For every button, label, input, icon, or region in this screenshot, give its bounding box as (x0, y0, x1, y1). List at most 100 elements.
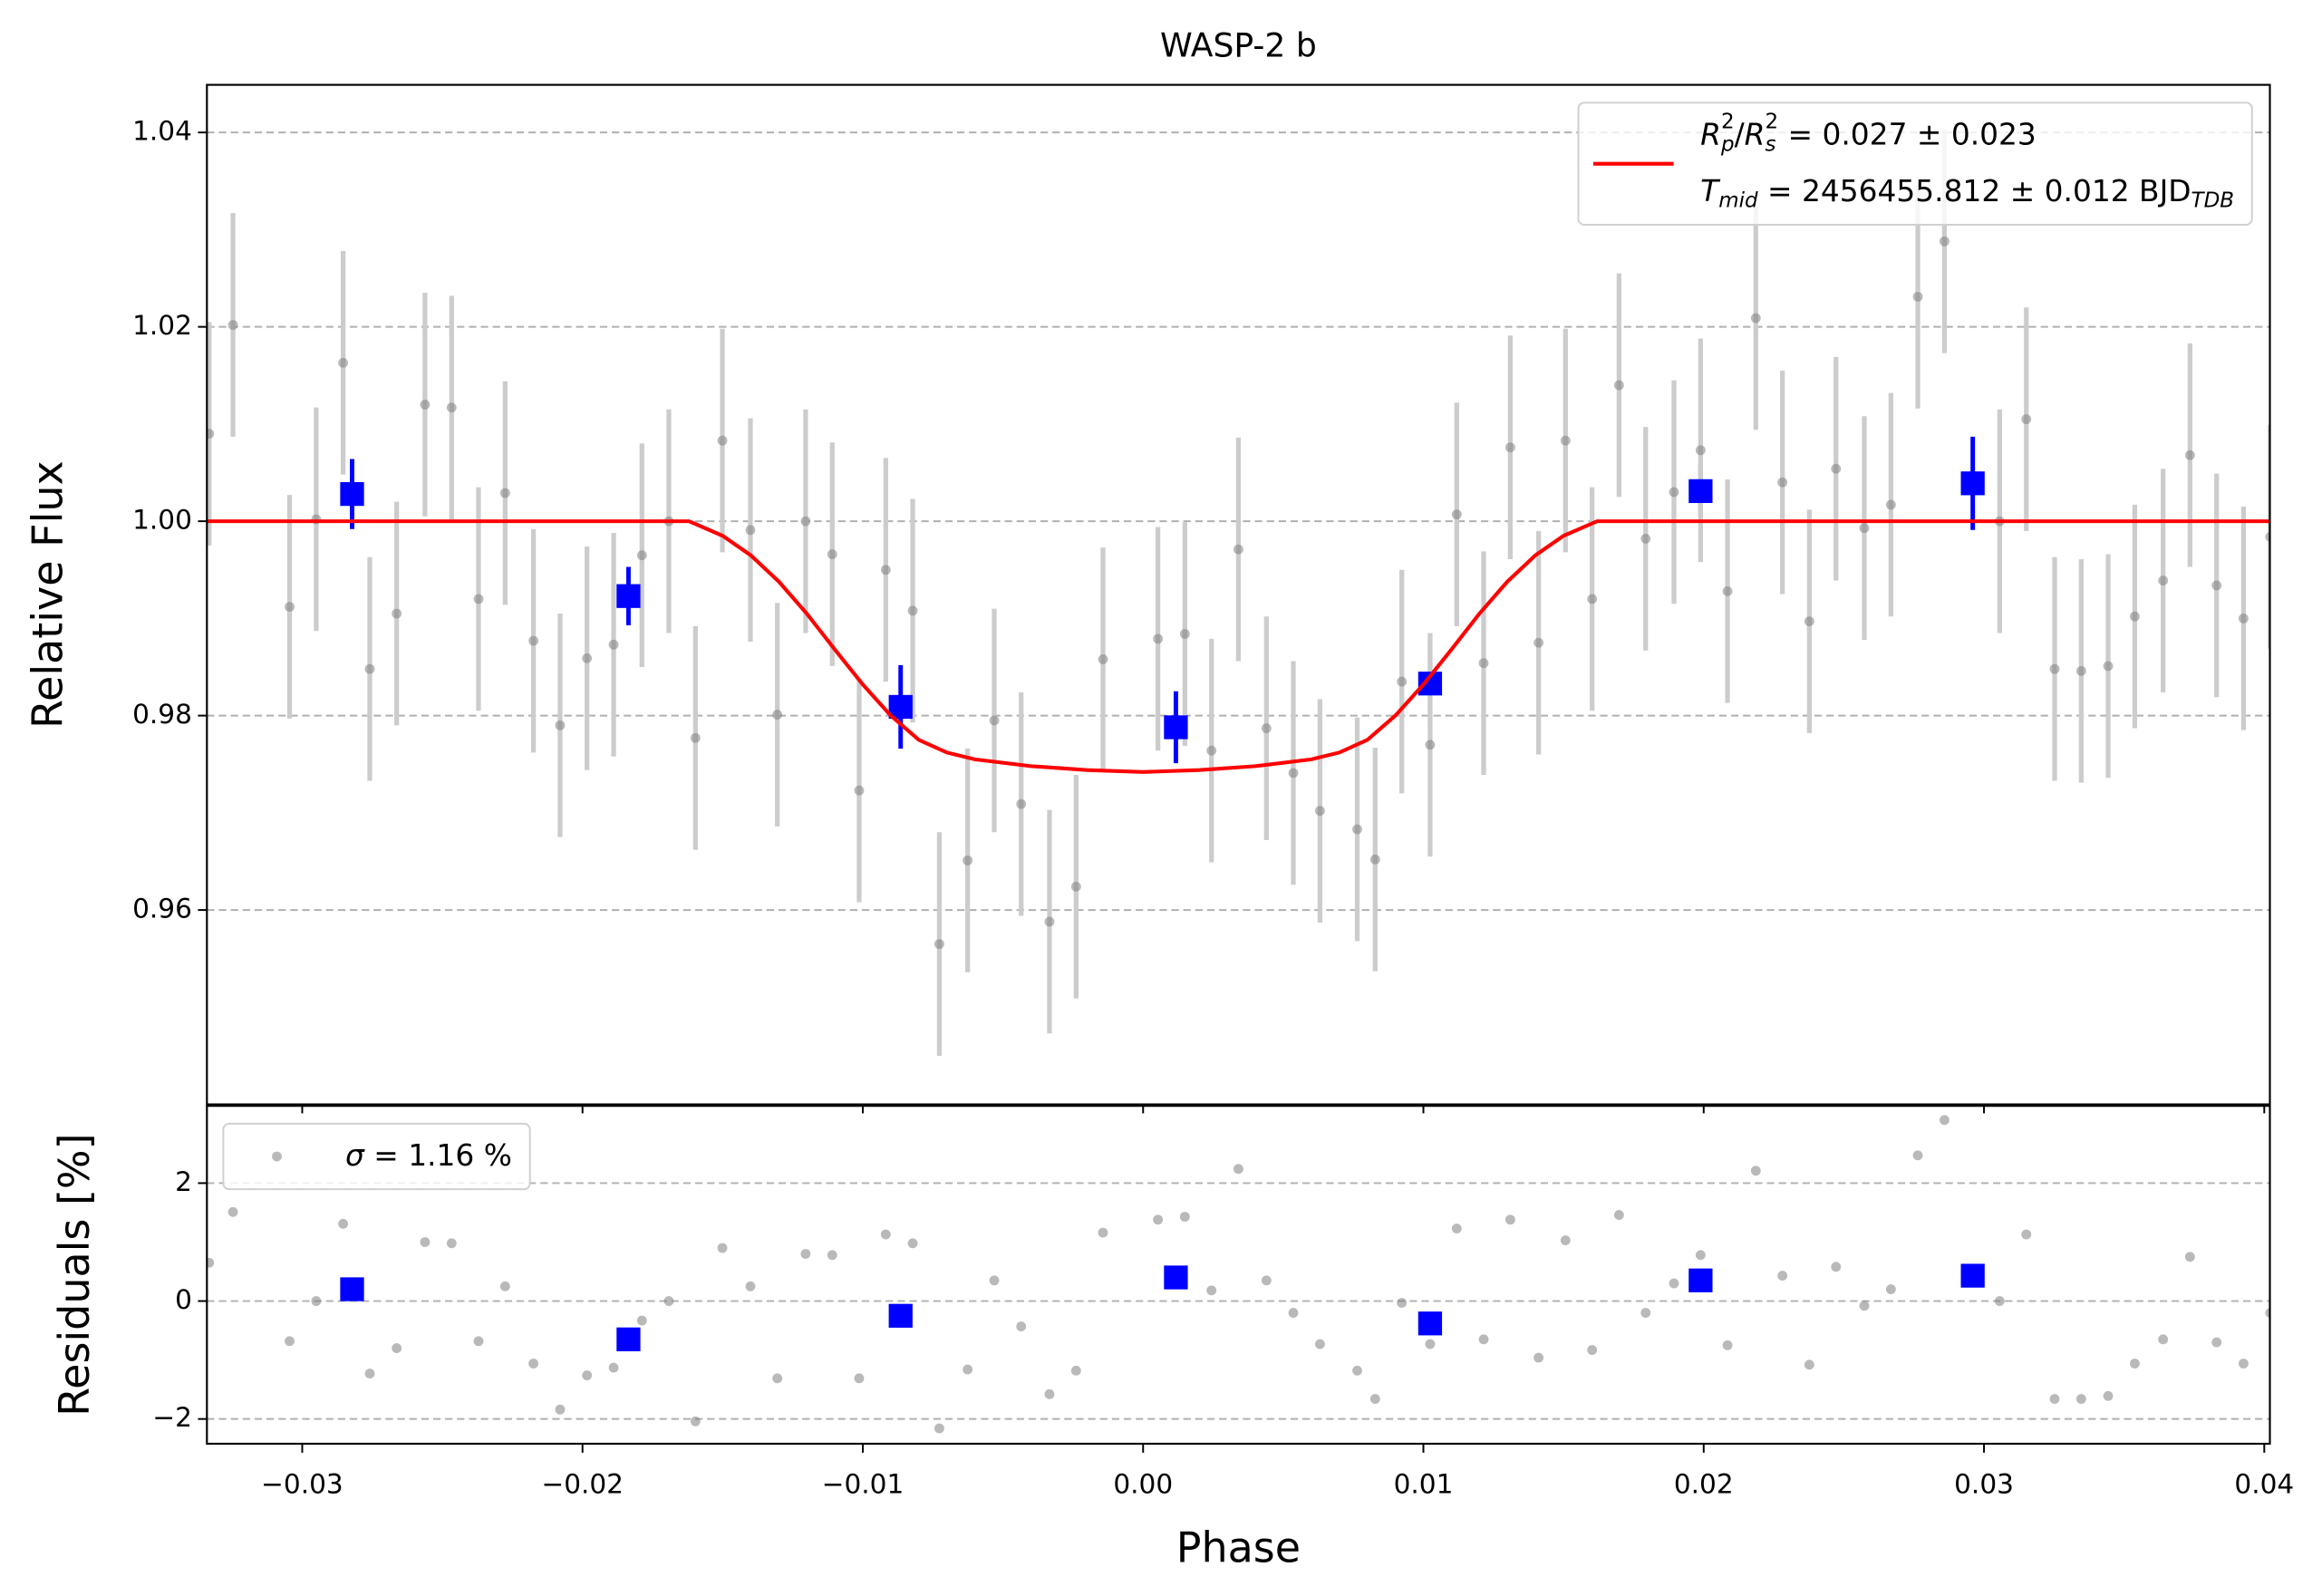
data-point (1940, 236, 1950, 247)
data-point (1451, 509, 1462, 520)
data-point (1777, 1271, 1788, 1281)
data-point (1098, 653, 1108, 664)
data-point (2211, 580, 2222, 591)
data-point (1261, 1275, 1272, 1286)
data-point (1722, 1340, 1733, 1350)
data-point (446, 402, 457, 413)
data-point (800, 1249, 811, 1259)
data-point (934, 939, 944, 950)
data-point (1669, 1278, 1679, 1289)
binned-point (1960, 1263, 1985, 1288)
data-point (2184, 450, 2195, 460)
data-point (934, 1423, 944, 1434)
data-point (2075, 665, 2086, 676)
data-point (1206, 1285, 1217, 1296)
data-point (1044, 1388, 1055, 1399)
y-tick-label: 0 (175, 1284, 192, 1315)
x-tick-label: −0.01 (822, 1468, 905, 1499)
data-point (1369, 854, 1380, 865)
legend-text: σ (345, 1138, 365, 1173)
data-point (1352, 1365, 1362, 1376)
legend-text: = 2456455.812 ± 0.012 BJD (1758, 173, 2191, 208)
data-point (608, 1362, 619, 1373)
x-tick-label: −0.03 (261, 1468, 343, 1499)
y-tick-label: 0.98 (132, 699, 192, 730)
binned-point (1688, 1268, 1713, 1292)
data-point (2265, 1308, 2270, 1318)
x-tick-label: 0.00 (1113, 1468, 1173, 1499)
data-point (338, 357, 349, 368)
data-point (772, 1373, 783, 1384)
legend-box (1577, 102, 2253, 226)
legend: Rp2/Rs2 = 0.027 ± 0.023 Tmid = 2456455.81… (1577, 102, 2253, 226)
legend-subscript: s (1765, 132, 1775, 156)
legend-subscript: mid (1718, 189, 1758, 212)
data-point (1153, 634, 1164, 644)
data-point (582, 1370, 593, 1380)
data-point (555, 1404, 566, 1415)
data-point (1070, 1365, 1081, 1376)
data-point (473, 1336, 484, 1347)
data-point (528, 635, 539, 646)
x-tick-label: 0.02 (1674, 1468, 1734, 1499)
binned-point (1960, 471, 1985, 496)
data-point (2049, 1394, 2060, 1404)
legend-superscript: 2 (1765, 110, 1778, 133)
data-point (1560, 435, 1571, 446)
legend-text: / (1735, 117, 1746, 151)
data-point (1369, 1394, 1380, 1404)
data-point (663, 1296, 674, 1306)
legend-label: Tmid = 2456455.812 ± 0.012 BJDTDB (1700, 173, 2234, 212)
y-tick-label: 2 (175, 1166, 192, 1197)
axes-frame (206, 83, 2271, 1106)
data-point (1695, 445, 1706, 456)
data-point (1478, 1334, 1489, 1345)
legend: σ = 1.16 % (222, 1122, 531, 1191)
data-point (1425, 1339, 1436, 1349)
data-point (1016, 1321, 1027, 1331)
data-point (2130, 611, 2140, 622)
legend-box (222, 1122, 531, 1191)
data-point (1640, 1308, 1651, 1318)
data-point (2265, 531, 2270, 542)
data-point (907, 1238, 918, 1249)
data-point (227, 320, 238, 330)
data-point (717, 435, 728, 446)
data-point (1451, 1224, 1462, 1233)
legend-text: R (1700, 117, 1721, 151)
data-point (1179, 1212, 1190, 1222)
data-point (1994, 1296, 2005, 1306)
data-point (1098, 1227, 1108, 1238)
data-point (364, 663, 375, 674)
data-point (963, 1364, 973, 1375)
y-tick-label: 1.04 (132, 116, 192, 147)
x-tick-label: 0.01 (1394, 1468, 1454, 1499)
x-tick-label: −0.02 (541, 1468, 624, 1499)
legend-label: Rp2/Rs2 = 0.027 ± 0.023 (1700, 110, 2037, 156)
data-point (1859, 523, 1870, 534)
model-line (207, 519, 2270, 774)
data-point (1504, 1214, 1515, 1225)
data-point (1179, 629, 1190, 639)
data-point (1314, 1339, 1325, 1349)
data-point (1261, 723, 1272, 733)
binned-point (1417, 1311, 1443, 1336)
legend-text: R (1745, 117, 1766, 151)
data-point (499, 488, 510, 498)
data-point (1587, 594, 1598, 605)
legend-superscript: 2 (1721, 110, 1735, 133)
data-point (2103, 661, 2114, 672)
data-point (880, 1229, 891, 1240)
data-point (1804, 616, 1814, 626)
data-point (1288, 1308, 1299, 1318)
data-point (1750, 1166, 1761, 1176)
data-point (2049, 663, 2060, 674)
y-axis-label: Relative Flux (23, 460, 72, 729)
data-point (1533, 637, 1544, 648)
data-point (2103, 1390, 2114, 1401)
y-tick-label: 1.00 (132, 505, 192, 536)
data-point (989, 715, 1000, 726)
data-point (854, 1373, 865, 1384)
legend-subscript: TDB (2191, 189, 2235, 212)
data-point (745, 1281, 756, 1291)
